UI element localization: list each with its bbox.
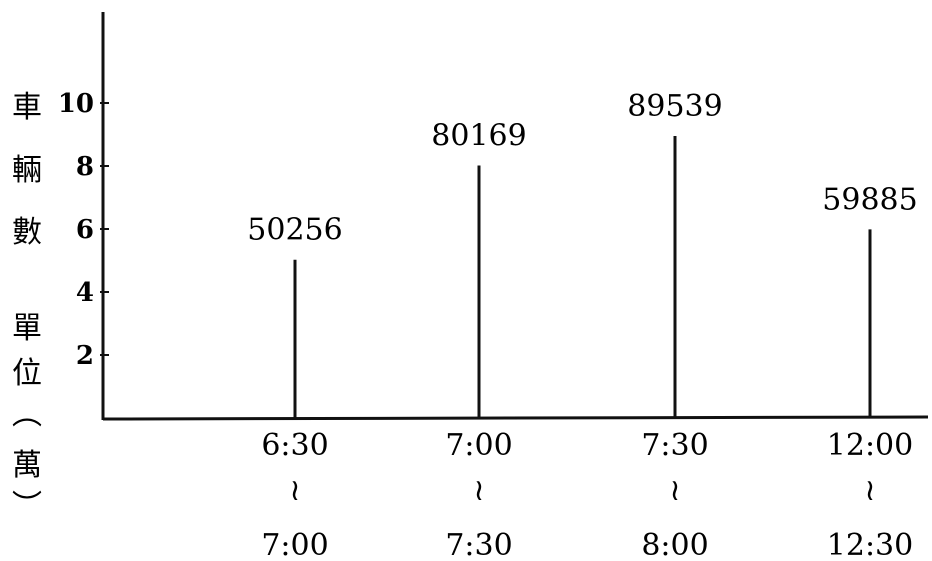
- x-category-separator: ≀: [289, 473, 300, 508]
- y-axis-label-char: 輛: [12, 153, 42, 188]
- y-tick-label: 6: [76, 215, 94, 245]
- x-category-start-label: 12:00: [827, 428, 913, 463]
- bars: [293, 135, 872, 418]
- x-category-separator: ≀: [669, 473, 680, 508]
- bar-value-label: 80169: [431, 118, 526, 153]
- y-ticks: 2 4 6 8 10: [58, 89, 109, 371]
- bar-value-label: 59885: [822, 182, 917, 217]
- y-axis-label-char: 車: [12, 90, 42, 125]
- y-axis-label-char: 位: [12, 356, 42, 391]
- y-tick-label: 4: [76, 278, 94, 308]
- x-category-start-label: 6:30: [261, 428, 328, 463]
- y-axis-label-char: 萬: [12, 448, 42, 483]
- y-tick-label: 8: [76, 152, 94, 182]
- y-axis-label-char: 單: [12, 311, 42, 346]
- value-labels: 50256 80169 89539 59885: [247, 89, 917, 248]
- x-category-end-label: 7:00: [261, 528, 328, 561]
- x-category-separator: ≀: [473, 473, 484, 508]
- x-category-separator: ≀: [864, 473, 875, 508]
- y-axis-label-char: ︵: [12, 397, 42, 432]
- bar-value-label: 89539: [627, 89, 722, 124]
- y-tick-label: 10: [58, 89, 94, 119]
- x-category-end-label: 8:00: [641, 528, 708, 561]
- x-category-start-label: 7:30: [641, 428, 708, 463]
- x-category-labels: 6:30 ≀ 7:00 7:00 ≀ 7:30 7:30 ≀ 8:00 12:00 ≀ 12:30: [261, 428, 913, 561]
- x-category-end-label: 12:30: [827, 528, 913, 561]
- x-category-start-label: 7:00: [445, 428, 512, 463]
- x-axis: [102, 415, 929, 421]
- y-axis-label-char: ︶: [12, 489, 42, 524]
- bar-value-label: 50256: [247, 213, 342, 248]
- x-category-end-label: 7:30: [445, 528, 512, 561]
- y-tick-label: 2: [76, 341, 94, 371]
- y-axis-label-char: 數: [12, 215, 42, 250]
